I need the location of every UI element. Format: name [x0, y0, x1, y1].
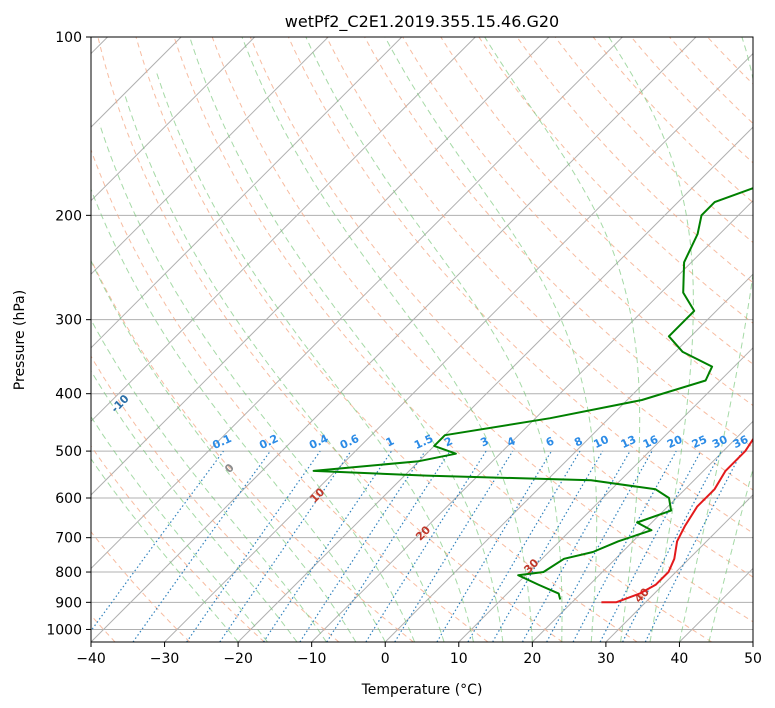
dry-adiabat-10 [91, 148, 489, 642]
y-tick-label: 500 [55, 444, 82, 460]
isotherm-30 [605, 494, 753, 642]
moist-adiabat-40 [678, 37, 753, 642]
mixing-ratio-label: 13 [619, 433, 638, 451]
mixing-ratio-label: 36 [731, 433, 751, 451]
moist-adiabat-28 [384, 37, 598, 642]
plot-frame [90, 36, 754, 643]
x-tick-label: −40 [76, 651, 106, 667]
mixing-ratio-line-1 [263, 450, 393, 642]
isotherm-20 [531, 420, 753, 642]
chart-title: wetPf2_C2E1.2019.355.15.46.G20 [285, 12, 559, 32]
x-tick-label: −20 [223, 651, 253, 667]
dry-adiabat--20 [91, 445, 265, 642]
isotherm--40 [91, 37, 697, 642]
mixing-ratio-line-0.4 [186, 450, 321, 642]
x-tick-label: 50 [744, 651, 762, 667]
mixing-ratio-line-2 [326, 450, 451, 642]
dry-adiabat--30 [91, 531, 191, 642]
x-tick-label: 30 [597, 651, 615, 667]
moist-adiabat-12 [156, 72, 474, 642]
moist-adiabat-36 [608, 37, 694, 642]
x-tick-label: −10 [297, 651, 327, 667]
dewpoint-profile [312, 187, 753, 600]
moist-adiabat-16 [189, 37, 504, 642]
isotherm--60 [91, 37, 550, 496]
moist-adiabat-8 [124, 94, 445, 642]
isotherm-10 [458, 347, 753, 642]
moist-adiabat-0 [91, 188, 386, 642]
x-tick-label: −30 [150, 651, 180, 667]
moist-adiabat--12 [91, 369, 298, 642]
y-tick-label: 400 [55, 387, 82, 403]
y-tick-label: 800 [55, 565, 82, 581]
y-tick-label: 600 [55, 491, 82, 507]
mixing-ratio-line-16 [546, 450, 653, 642]
moist-adiabat-20 [241, 37, 533, 642]
moist-adiabat-4 [99, 123, 416, 642]
mixing-ratio-line-0.1 [91, 450, 224, 632]
y-tick-label: 300 [55, 313, 82, 329]
dry-adiabat-20 [97, 37, 563, 642]
sounding-profiles [312, 187, 753, 604]
isotherm--90 [91, 37, 329, 275]
y-axis-label: Pressure (hPa) [12, 290, 28, 390]
y-tick-label: 700 [55, 531, 82, 547]
moist-adiabat--4 [91, 259, 357, 642]
dry-adiabat-70 [287, 37, 753, 534]
mixing-ratio-label: 25 [690, 433, 709, 451]
line-labels: 0.10.20.40.611.52346810131620253036-100-… [108, 392, 751, 606]
mixing-ratio-line-20 [572, 450, 677, 642]
dry-adiabat-60 [249, 37, 753, 578]
isotherm--50 [91, 37, 623, 570]
dry-adiabat-50 [211, 37, 753, 623]
isotherm--100 [91, 37, 256, 202]
dry-adiabat-30 [135, 37, 638, 642]
x-tick-label: 20 [523, 651, 541, 667]
mixing-ratio-line-1.5 [299, 450, 426, 642]
dry-adiabat-0 [91, 258, 414, 642]
moist-adiabat--8 [91, 318, 327, 642]
isotherm-0 [384, 273, 753, 642]
dry-adiabat--10 [91, 355, 340, 642]
mixing-ratio-line-13 [521, 450, 631, 642]
x-tick-label: 40 [671, 651, 689, 667]
isotherm--80 [91, 37, 403, 349]
dry-adiabat-130 [516, 37, 753, 284]
x-tick-label: 0 [381, 651, 390, 667]
dry-adiabat-100 [402, 37, 753, 407]
mixing-ratio-line-36 [644, 450, 743, 642]
mixing-ratio-label: 20 [665, 433, 685, 451]
moist-adiabat--16 [91, 415, 268, 642]
temperature-profile [601, 437, 753, 604]
isotherm--30 [164, 52, 753, 642]
moist-adiabat-24 [305, 37, 563, 642]
mixing-ratio-line-4 [394, 450, 514, 642]
y-tick-label: 100 [55, 30, 82, 46]
isotherm--70 [91, 37, 476, 423]
mixing-ratio-line-0.2 [132, 450, 271, 642]
dry-adiabat-40 [173, 37, 713, 642]
x-axis: −40 −30 −20 −10 0 10 20 30 40 50 [76, 642, 762, 667]
y-axis: 100 200 300 400 500 600 700 800 900 1000 [46, 30, 91, 638]
plot-background-lines [91, 37, 753, 642]
mixing-ratio-label: 16 [641, 433, 661, 451]
mixing-ratio-label: 10 [591, 433, 611, 451]
x-axis-label: Temperature (°C) [361, 682, 483, 698]
y-tick-label: 200 [55, 208, 82, 224]
y-tick-label: 900 [55, 595, 82, 611]
x-tick-label: 10 [450, 651, 468, 667]
dry-adiabat-110 [440, 37, 753, 365]
y-tick-label: 1000 [46, 622, 82, 638]
mixing-ratio-label: 30 [710, 433, 730, 451]
mixing-ratio-line-0.6 [219, 450, 352, 642]
isotherm--20 [237, 126, 753, 642]
moist-adiabat-44 [708, 467, 753, 642]
